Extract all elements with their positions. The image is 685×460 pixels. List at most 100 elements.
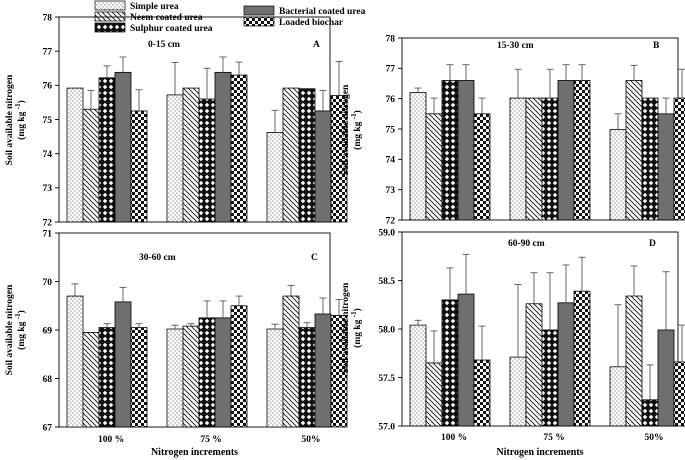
bar-b-sulphur-coated-urea-3 <box>641 97 659 221</box>
bar-c-sulphur-coated-urea-2 <box>198 317 216 428</box>
y-tick-label-b: 74 <box>386 156 396 166</box>
bar-a-loaded-biochar-2 <box>230 74 248 223</box>
y-tick-label-b: 76 <box>386 95 396 105</box>
bar-d-bacterial-coated-urea-3 <box>657 329 675 427</box>
x-axis-label-d: Nitrogen increments <box>496 447 583 458</box>
y-tick-label-b: 73 <box>386 186 396 196</box>
bar-d-loaded-biochar-1 <box>473 359 491 427</box>
y-tick-label-d: 58.5 <box>378 277 395 287</box>
bar-c-simple-urea-2 <box>166 328 184 428</box>
bar-b-sulphur-coated-urea-1 <box>441 80 459 221</box>
bar-a-neem-coated-urea-3 <box>282 87 300 223</box>
bar-d-sulphur-coated-urea-2 <box>541 329 559 427</box>
bar-b-bacterial-coated-urea-2 <box>557 80 575 221</box>
y-axis-label-c: Soil available nitrogen (mg kg -1) <box>5 284 27 375</box>
bar-a-neem-coated-urea-2 <box>182 87 200 223</box>
bar-c-sulphur-coated-urea-3 <box>298 327 316 428</box>
chart-panel-c: 67 68 69 70 71 100 % 75 % 50% 30-60 cm C Soil avai… <box>5 229 348 458</box>
panel-letter-c: C <box>311 253 318 263</box>
bar-a-sulphur-coated-urea-3 <box>298 88 316 223</box>
y-axis-label-line2-d: (mg kg -1) <box>350 308 363 348</box>
chart-panels: 72 73 74 75 76 77 78 0-15 cm A Soil available nit… <box>5 13 685 458</box>
legend-entry-loaded-biochar: Loaded biochar <box>243 16 344 28</box>
y-tick-label-a: 74 <box>43 150 53 160</box>
y-tick-label-c: 70 <box>43 278 53 288</box>
bar-c-neem-coated-urea-1 <box>82 332 100 428</box>
category-label-c-2: 75 % <box>200 435 221 445</box>
bar-c-bacterial-coated-urea-1 <box>114 301 132 428</box>
legend-label-neem-coated-urea: Neem coated urea <box>130 13 203 23</box>
bar-d-simple-urea-3 <box>609 366 627 427</box>
legend-entry-sulphur-coated-urea: Sulphur coated urea <box>94 22 213 34</box>
panel-letter-d: D <box>649 239 656 249</box>
legend-swatch-bacterial-coated-urea <box>243 5 275 16</box>
y-tick-label-a: 72 <box>43 218 53 228</box>
y-tick-label-a: 75 <box>43 116 53 126</box>
y-axis-label-line1-c: Soil available nitrogen <box>5 284 15 375</box>
legend-entry-simple-urea: Simple urea <box>94 0 179 12</box>
bar-c-bacterial-coated-urea-2 <box>214 317 232 428</box>
legend-label-simple-urea: Simple urea <box>130 2 179 12</box>
panel-title-d: 60-90 cm <box>508 239 545 249</box>
bar-b-neem-coated-urea-1 <box>425 113 443 221</box>
y-axis-label-line2-a: (mg kg -1) <box>14 100 27 140</box>
y-tick-label-b: 78 <box>386 34 396 44</box>
y-axis-label-a: Soil available nitrogen (mg kg -1) <box>5 74 27 165</box>
bar-d-neem-coated-urea-2 <box>525 303 543 427</box>
y-axis-label-d: Soil available nitrogen (mg kg -1) <box>341 282 363 373</box>
chart-panel-b: 72 73 74 75 76 77 78 15-30 cm B Soil available ni… <box>341 34 685 226</box>
bar-c-neem-coated-urea-2 <box>182 325 200 428</box>
panel-letter-b: B <box>653 41 660 51</box>
bar-d-loaded-biochar-3 <box>673 361 685 427</box>
y-tick-label-d: 57.5 <box>378 374 395 384</box>
bar-a-loaded-biochar-1 <box>130 110 148 223</box>
bar-c-neem-coated-urea-3 <box>282 295 300 428</box>
bar-a-sulphur-coated-urea-2 <box>198 98 216 223</box>
y-axis-label-line1-d: Soil available nitrogen <box>341 282 351 373</box>
bar-b-neem-coated-urea-2 <box>525 97 543 221</box>
legend-swatch-simple-urea <box>94 0 126 11</box>
bar-a-sulphur-coated-urea-1 <box>98 77 116 223</box>
bar-d-loaded-biochar-2 <box>573 290 591 427</box>
bar-d-bacterial-coated-urea-1 <box>457 293 475 427</box>
legend-label-sulphur-coated-urea: Sulphur coated urea <box>130 24 213 34</box>
bar-d-sulphur-coated-urea-1 <box>441 299 459 427</box>
bar-d-simple-urea-1 <box>409 324 427 427</box>
bar-a-bacterial-coated-urea-1 <box>114 71 132 223</box>
bar-b-neem-coated-urea-3 <box>625 80 643 221</box>
y-axis-label-line1-a: Soil available nitrogen <box>5 74 15 165</box>
bar-c-loaded-biochar-2 <box>230 305 248 428</box>
chart-panel-d: 57.0 57.5 58.0 58.5 59.0 100 % 75 % 50% 60-90 cm… <box>341 228 685 458</box>
panel-letter-a: A <box>313 40 320 50</box>
bar-d-neem-coated-urea-1 <box>425 362 443 427</box>
y-axis-label-line2-b: (mg kg -1) <box>350 110 363 150</box>
legend-label-loaded-biochar: Loaded biochar <box>279 18 344 28</box>
y-tick-label-c: 67 <box>43 423 53 433</box>
bar-b-bacterial-coated-urea-3 <box>657 113 675 221</box>
bar-b-loaded-biochar-2 <box>573 80 591 221</box>
panel-title-b: 15-30 cm <box>497 41 534 51</box>
bar-a-simple-urea-1 <box>66 87 84 223</box>
bar-a-bacterial-coated-urea-2 <box>214 71 232 223</box>
bar-c-simple-urea-1 <box>66 295 84 428</box>
y-tick-label-b: 72 <box>386 216 396 226</box>
category-label-c-1: 100 % <box>98 435 124 445</box>
bar-a-simple-urea-3 <box>266 132 284 223</box>
category-label-d-1: 100 % <box>441 433 467 443</box>
legend-entry-bacterial-coated-urea: Bacterial coated urea <box>243 5 366 17</box>
y-axis-label-line2-c: (mg kg -1) <box>14 310 27 350</box>
y-tick-label-c: 69 <box>43 326 53 336</box>
legend-label-bacterial-coated-urea: Bacterial coated urea <box>279 7 366 17</box>
bar-c-bacterial-coated-urea-3 <box>314 313 332 428</box>
legend: Simple urea Neem coated urea Sulphur coa… <box>94 0 366 34</box>
y-axis-label-line1-b: Soil available nitrogen <box>341 84 351 175</box>
bar-d-bacterial-coated-urea-2 <box>557 302 575 427</box>
category-label-d-3: 50% <box>645 433 664 443</box>
bar-a-simple-urea-2 <box>166 94 184 223</box>
bar-b-sulphur-coated-urea-2 <box>541 97 559 221</box>
y-tick-label-d: 57.0 <box>378 422 395 432</box>
legend-entry-neem-coated-urea: Neem coated urea <box>94 11 203 23</box>
y-tick-label-b: 75 <box>386 125 396 135</box>
category-label-d-2: 75 % <box>543 433 564 443</box>
